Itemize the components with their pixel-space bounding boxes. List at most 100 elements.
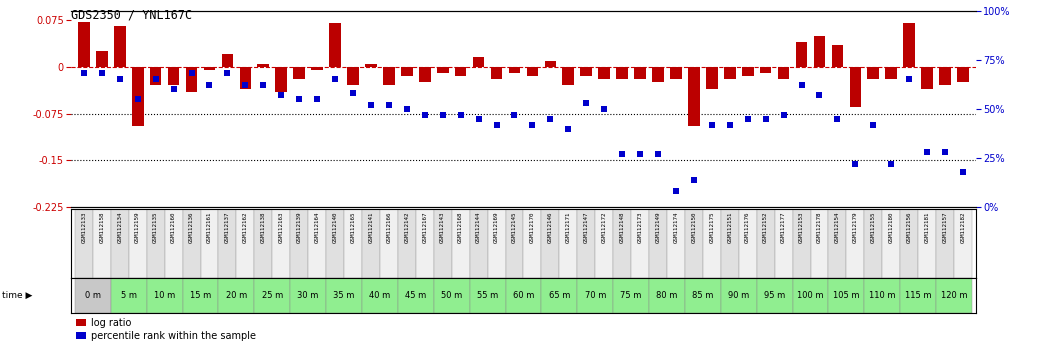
Point [883, 161, 900, 167]
Point [722, 122, 738, 127]
Point [811, 92, 828, 98]
Bar [329, 23, 341, 67]
Text: GSM112163: GSM112163 [279, 212, 283, 243]
Bar [436, 67, 449, 73]
Bar [614, 278, 649, 313]
Bar [344, 209, 362, 278]
Bar [291, 278, 326, 313]
Bar [294, 67, 305, 79]
Text: 30 m: 30 m [298, 291, 319, 300]
Bar [257, 64, 270, 67]
Bar [74, 209, 93, 278]
Text: 50 m: 50 m [441, 291, 463, 300]
Text: 60 m: 60 m [513, 291, 534, 300]
Bar [165, 209, 183, 278]
Bar [882, 209, 900, 278]
Bar [721, 278, 756, 313]
Bar [204, 67, 215, 70]
Text: GSM112180: GSM112180 [889, 212, 894, 243]
Bar [398, 278, 433, 313]
Text: GSM112170: GSM112170 [530, 212, 535, 243]
Text: 105 m: 105 m [833, 291, 859, 300]
Point [470, 116, 487, 121]
Bar [614, 209, 631, 278]
Bar [401, 67, 412, 76]
Bar [398, 209, 415, 278]
Text: GSM112146: GSM112146 [548, 212, 553, 243]
Point [775, 112, 792, 118]
Text: GDS2350 / YNL167C: GDS2350 / YNL167C [71, 9, 192, 22]
Text: GSM112156: GSM112156 [906, 212, 912, 243]
Text: GSM112173: GSM112173 [638, 212, 643, 243]
Bar [793, 209, 811, 278]
Bar [900, 209, 918, 278]
Text: 45 m: 45 m [405, 291, 427, 300]
Text: 35 m: 35 m [334, 291, 355, 300]
Bar [688, 67, 700, 126]
Bar [111, 209, 129, 278]
Point [291, 96, 307, 102]
Bar [814, 35, 826, 67]
Text: time ▶: time ▶ [2, 291, 33, 300]
Bar [254, 278, 291, 313]
Point [506, 112, 522, 118]
Text: GSM112151: GSM112151 [727, 212, 732, 243]
Bar [759, 67, 771, 73]
Text: GSM112150: GSM112150 [691, 212, 697, 243]
Point [399, 106, 415, 112]
Text: GSM112162: GSM112162 [243, 212, 248, 243]
Bar [721, 209, 738, 278]
Bar [97, 51, 108, 67]
Point [757, 116, 774, 121]
Text: GSM112134: GSM112134 [117, 212, 123, 243]
Bar [168, 67, 179, 85]
Point [147, 76, 164, 82]
Bar [365, 64, 377, 67]
Text: GSM112136: GSM112136 [189, 212, 194, 243]
Bar [796, 42, 808, 67]
Point [416, 112, 433, 118]
Text: GSM112153: GSM112153 [799, 212, 804, 243]
Bar [850, 67, 861, 107]
Text: 95 m: 95 m [764, 291, 786, 300]
Text: 25 m: 25 m [261, 291, 283, 300]
Point [685, 177, 702, 182]
Bar [580, 67, 592, 76]
Text: 90 m: 90 m [728, 291, 749, 300]
Text: GSM112165: GSM112165 [350, 212, 356, 243]
Bar [738, 209, 756, 278]
Point [524, 122, 541, 127]
Text: GSM112179: GSM112179 [853, 212, 858, 243]
Point [452, 112, 469, 118]
Text: 55 m: 55 m [477, 291, 498, 300]
Text: GSM112144: GSM112144 [476, 212, 481, 243]
Bar [491, 67, 502, 79]
Text: GSM112175: GSM112175 [709, 212, 714, 243]
Point [434, 112, 451, 118]
Bar [326, 278, 362, 313]
Text: GSM112158: GSM112158 [100, 212, 104, 243]
Point [326, 76, 343, 82]
Bar [383, 67, 394, 85]
Bar [631, 209, 649, 278]
Bar [221, 54, 233, 67]
Bar [132, 67, 144, 126]
Point [129, 96, 146, 102]
Text: 65 m: 65 m [549, 291, 570, 300]
Point [273, 92, 290, 98]
Point [184, 71, 200, 76]
Text: GSM112160: GSM112160 [171, 212, 176, 243]
Text: GSM112154: GSM112154 [835, 212, 840, 243]
Bar [864, 209, 882, 278]
Bar [847, 209, 864, 278]
Bar [147, 209, 165, 278]
Bar [452, 209, 470, 278]
Bar [742, 67, 753, 76]
Point [919, 149, 936, 155]
Bar [523, 209, 541, 278]
Text: 120 m: 120 m [941, 291, 967, 300]
Bar [685, 278, 721, 313]
Bar [635, 67, 646, 79]
Text: GSM112133: GSM112133 [82, 212, 86, 243]
Bar [147, 278, 183, 313]
